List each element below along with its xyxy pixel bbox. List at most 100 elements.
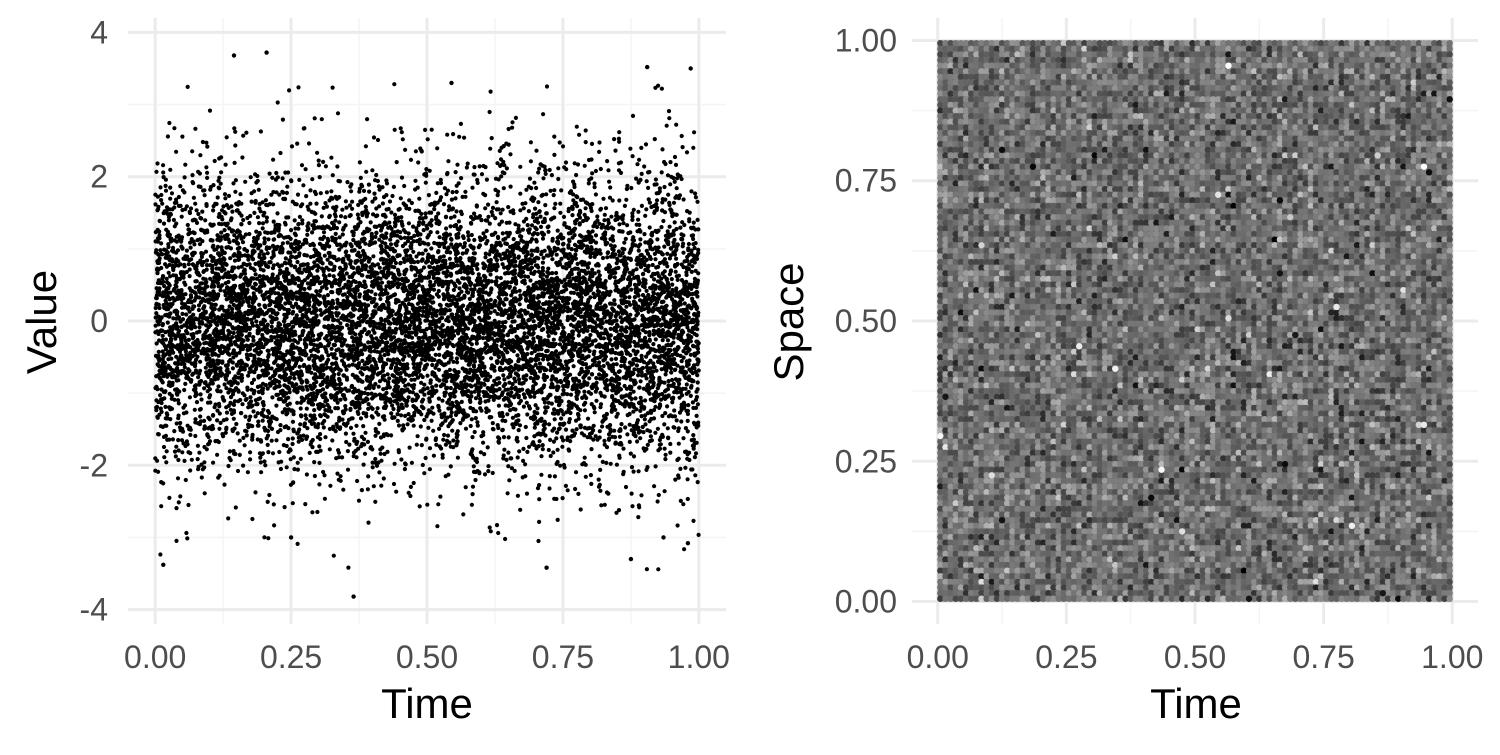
scatter-point [548,168,552,172]
scatter-point [224,163,228,167]
scatter-point [696,480,700,484]
scatter-point [686,497,690,501]
scatter-point [343,215,347,219]
scatter-point [441,438,445,442]
scatter-point [360,488,364,492]
scatter-point [656,567,660,571]
scatter-point [497,207,501,211]
scatter-point [217,212,221,216]
scatter-point [183,382,187,386]
scatter-point [167,496,171,500]
scatter-point [183,163,187,167]
scatter-point [663,489,667,493]
scatter-point [644,142,648,146]
scatter-point [379,308,383,312]
scatter-point [363,452,367,456]
scatter-point [230,210,234,214]
scatter-point [423,128,427,132]
scatter-point [296,542,300,546]
scatter-point [670,277,674,281]
scatter-point [550,257,554,261]
scatter-point [515,436,519,440]
scatter-point [162,222,166,226]
scatter-point [686,419,690,423]
scatter-point [574,173,578,177]
scatter-point [332,274,336,278]
scatter-point [545,211,549,215]
scatter-point [184,312,188,316]
scatter-point [164,460,168,464]
scatter-point [341,488,345,492]
scatter-point [564,484,568,488]
scatter-point [223,192,227,196]
scatter-point [423,211,427,215]
scatter-point [318,175,322,179]
scatter-point [268,424,272,428]
scatter-point [648,439,652,443]
scatter-point [697,533,701,537]
scatter-point [335,298,339,302]
scatter-point [561,326,565,330]
scatter-point [681,251,685,255]
scatter-point [444,192,448,196]
scatter-point [304,167,308,171]
scatter-point [163,405,167,409]
scatter-point [456,429,460,433]
scatter-point [667,109,671,113]
scatter-point [617,130,621,134]
scatter-point [417,197,421,201]
scatter-point [198,369,202,373]
scatter-point [694,195,698,199]
scatter-point [162,445,166,449]
scatter-point [442,433,446,437]
scatter-point [645,179,649,183]
scatter-point [334,356,338,360]
scatter-point [288,259,292,263]
scatter-point [154,324,158,328]
scatter-point [436,331,440,335]
scatter-point [188,395,192,399]
scatter-point [667,116,671,120]
scatter-point [598,273,602,277]
scatter-point [692,221,696,225]
scatter-point [334,232,338,236]
scatter-point [293,202,297,206]
scatter-point [356,410,360,414]
scatter-point [212,248,216,252]
scatter-point [171,316,175,320]
scatter-point [432,207,436,211]
scatter-point [691,146,695,150]
scatter-point [195,208,199,212]
scatter-point [476,367,480,371]
scatter-point [543,168,547,172]
scatter-point [611,227,615,231]
scatter-point [233,190,237,194]
scatter-point [182,388,186,392]
scatter-point [266,450,270,454]
scatter-point [362,463,366,467]
scatter-point [437,427,441,431]
scatter-point [330,438,334,442]
scatter-point [403,148,407,152]
scatter-point [167,271,171,275]
scatter-point [517,377,521,381]
scatter-point [602,364,606,368]
scatter-point [541,112,545,116]
scatter-point [637,249,641,253]
scatter-point [668,225,672,229]
scatter-point [589,482,593,486]
scatter-point [470,435,474,439]
scatter-point [687,242,691,246]
scatter-point [275,379,279,383]
scatter-point [358,160,362,164]
scatter-point [234,422,238,426]
scatter-point [613,244,617,248]
scatter-point [259,470,263,474]
scatter-point [265,436,269,440]
scatter-point [571,180,575,184]
scatter-point [374,427,378,431]
scatter-point [516,413,520,417]
scatter-point [583,408,587,412]
